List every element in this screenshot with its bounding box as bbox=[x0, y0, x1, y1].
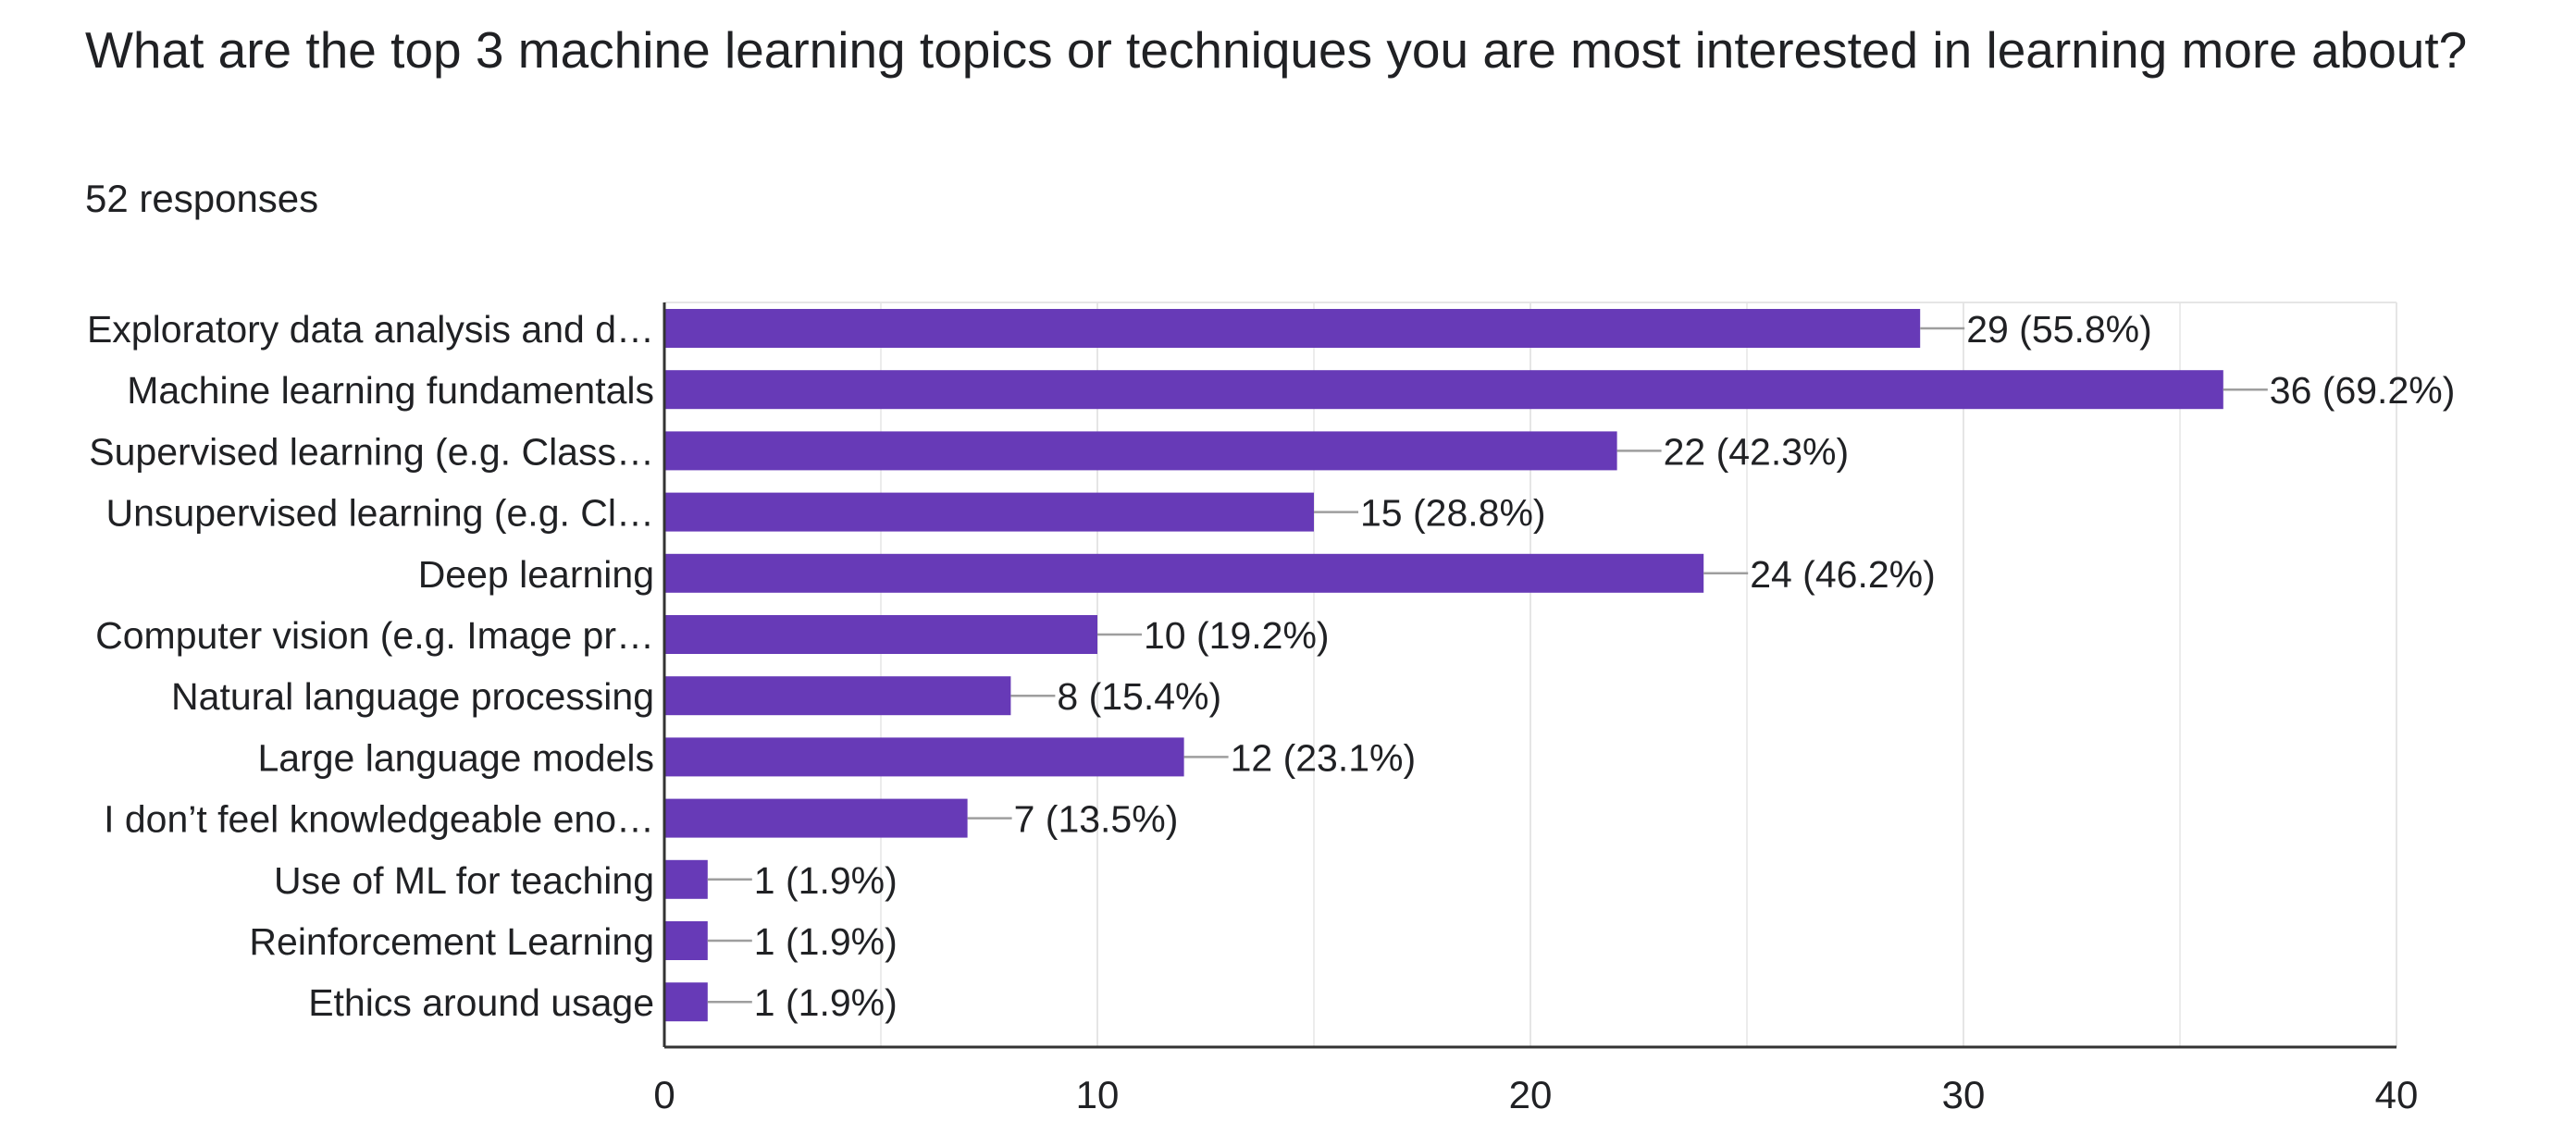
x-tick-label: 30 bbox=[1942, 1073, 1986, 1116]
gridlines bbox=[664, 302, 2397, 1047]
category-label: Natural language processing bbox=[171, 675, 654, 718]
data-label: 1 (1.9%) bbox=[754, 981, 898, 1024]
category-label: Reinforcement Learning bbox=[249, 920, 654, 963]
data-label: 7 (13.5%) bbox=[1014, 798, 1179, 841]
bar bbox=[664, 921, 708, 960]
bar bbox=[664, 676, 1011, 716]
data-label: 15 (28.8%) bbox=[1360, 492, 1546, 535]
axes bbox=[663, 302, 2396, 1049]
data-label: 1 (1.9%) bbox=[754, 920, 898, 963]
x-tick-label: 10 bbox=[1076, 1073, 1120, 1116]
data-label: 8 (15.4%) bbox=[1057, 675, 1221, 718]
data-label: 29 (55.8%) bbox=[1966, 308, 2152, 351]
bar bbox=[664, 492, 1314, 532]
bar bbox=[664, 431, 1617, 471]
bar bbox=[664, 309, 1921, 348]
category-label: Machine learning fundamentals bbox=[127, 369, 654, 412]
category-label: Deep learning bbox=[418, 553, 654, 596]
bar bbox=[664, 737, 1184, 777]
bar bbox=[664, 859, 708, 899]
category-label: Exploratory data analysis and d… bbox=[87, 308, 654, 351]
question-title: What are the top 3 machine learning topi… bbox=[85, 21, 2468, 79]
category-label: Use of ML for teaching bbox=[274, 859, 654, 902]
bar bbox=[664, 982, 708, 1022]
response-count: 52 responses bbox=[85, 177, 319, 220]
data-label: 36 (69.2%) bbox=[2270, 369, 2456, 412]
bar bbox=[664, 615, 1097, 654]
data-label: 22 (42.3%) bbox=[1664, 430, 1850, 473]
category-label: Large language models bbox=[257, 736, 654, 779]
bar bbox=[664, 798, 968, 838]
x-tick-label: 20 bbox=[1509, 1073, 1553, 1116]
category-label: Ethics around usage bbox=[308, 981, 654, 1024]
labels: 0 10 20 30 40 Exploratory data analysis and d… bbox=[87, 308, 2455, 1116]
bar bbox=[664, 370, 2223, 410]
data-label: 10 (19.2%) bbox=[1144, 614, 1330, 657]
data-label: 1 (1.9%) bbox=[754, 859, 898, 902]
x-tick-label: 0 bbox=[653, 1073, 675, 1116]
bar bbox=[664, 553, 1704, 593]
category-label: Supervised learning (e.g. Class… bbox=[89, 430, 654, 473]
category-label: I don’t feel knowledgeable eno… bbox=[104, 798, 654, 841]
data-label: 24 (46.2%) bbox=[1750, 553, 1936, 596]
data-label: 12 (23.1%) bbox=[1231, 736, 1417, 779]
x-tick-label: 40 bbox=[2375, 1073, 2419, 1116]
category-label: Computer vision (e.g. Image pr… bbox=[95, 614, 654, 657]
bars bbox=[664, 309, 2223, 1022]
category-label: Unsupervised learning (e.g. Cl… bbox=[106, 492, 655, 535]
